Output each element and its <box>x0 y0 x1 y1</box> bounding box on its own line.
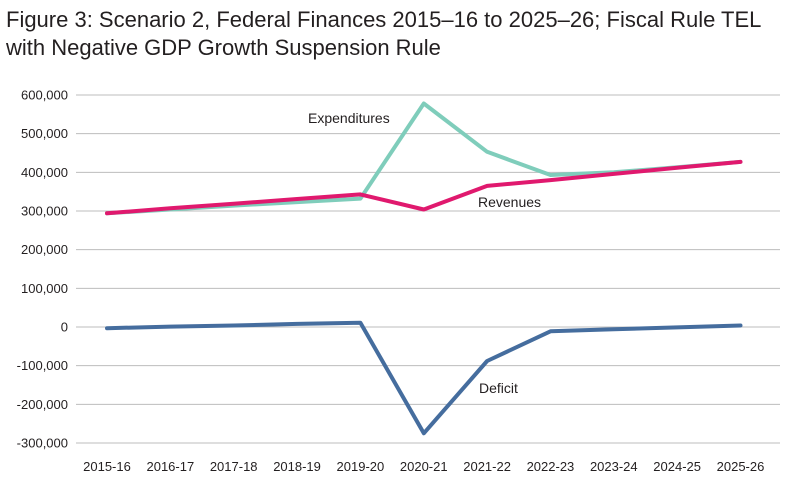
x-tick-label: 2020-21 <box>400 459 448 474</box>
x-tick-label: 2019-20 <box>337 459 385 474</box>
y-tick-label: 200,000 <box>21 242 68 257</box>
x-tick-label: 2025-26 <box>717 459 765 474</box>
chart-title-line-1: Figure 3: Scenario 2, Federal Finances 2… <box>6 7 762 32</box>
series-lines <box>105 101 743 436</box>
x-tick-label: 2017-18 <box>210 459 258 474</box>
series-line-expenditures <box>105 101 743 216</box>
x-tick-label: 2024-25 <box>653 459 701 474</box>
x-tick-label: 2022-23 <box>527 459 575 474</box>
y-tick-label: 0 <box>61 320 68 335</box>
x-tick-label: 2021-22 <box>463 459 511 474</box>
y-tick-label: 400,000 <box>21 165 68 180</box>
series-label-expenditures: Expenditures <box>308 110 390 126</box>
y-tick-label: -300,000 <box>17 436 68 451</box>
y-tick-label: 300,000 <box>21 204 68 219</box>
y-tick-label: 600,000 <box>21 88 68 103</box>
y-tick-label: -100,000 <box>17 358 68 373</box>
x-tick-label: 2015-16 <box>83 459 131 474</box>
series-line-deficit <box>105 320 743 436</box>
series-label-revenues: Revenues <box>478 194 541 210</box>
series-line-revenues <box>105 159 743 216</box>
x-tick-label: 2023-24 <box>590 459 638 474</box>
series-label-deficit: Deficit <box>479 380 518 396</box>
x-axis-tick-labels: 2015-16 2016-17 2017-18 2018-19 2019-20 2020-… <box>83 459 764 474</box>
grid-lines <box>76 94 780 444</box>
y-tick-label: -200,000 <box>17 397 68 412</box>
chart-title-line-2: with Negative GDP Growth Suspension Rule <box>6 35 441 60</box>
y-axis-tick-labels: 600,000 500,000 400,000 300,000 200,000 100,0… <box>17 88 68 451</box>
x-tick-label: 2016-17 <box>146 459 194 474</box>
series-labels: Expenditures Revenues Deficit <box>308 110 541 396</box>
x-tick-label: 2018-19 <box>273 459 321 474</box>
y-tick-label: 500,000 <box>21 126 68 141</box>
chart-title: Figure 3: Scenario 2, Federal Finances 2… <box>6 6 781 62</box>
y-tick-label: 100,000 <box>21 281 68 296</box>
